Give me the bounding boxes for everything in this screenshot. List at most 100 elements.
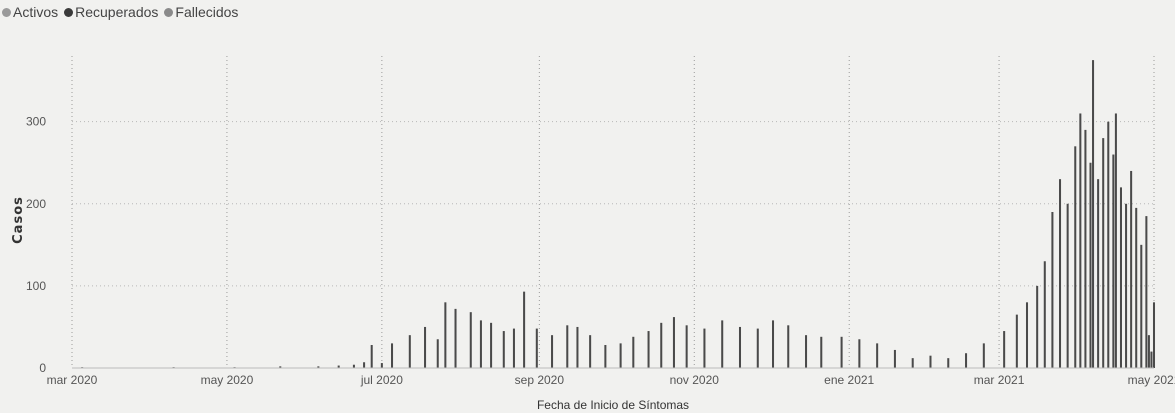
chart-gridlines <box>71 56 1155 368</box>
bar[interactable] <box>1003 331 1006 368</box>
bar[interactable] <box>337 365 340 368</box>
bar[interactable] <box>1107 121 1110 369</box>
bar[interactable] <box>1059 179 1062 368</box>
legend-label-recuperados: Recuperados <box>75 4 159 20</box>
bar[interactable] <box>576 326 579 368</box>
legend-item-fallecidos[interactable]: Fallecidos <box>164 4 238 20</box>
y-axis-title: Casos <box>11 196 26 244</box>
bar[interactable] <box>1025 302 1029 368</box>
bar[interactable] <box>632 336 635 368</box>
bar[interactable] <box>1097 179 1100 368</box>
bar[interactable] <box>1112 154 1115 368</box>
x-tick-label: nov 2020 <box>670 373 720 387</box>
legend-swatch-activos <box>2 7 11 17</box>
bar[interactable] <box>479 320 482 368</box>
bar[interactable] <box>523 291 526 368</box>
bar[interactable] <box>1092 60 1095 369</box>
bar[interactable] <box>1102 138 1105 368</box>
chart-bars <box>81 60 1156 369</box>
bar[interactable] <box>1114 113 1117 368</box>
bar[interactable] <box>469 312 472 368</box>
bar[interactable] <box>370 345 373 368</box>
bar[interactable] <box>840 336 843 368</box>
bar[interactable] <box>805 335 808 368</box>
x-tick-label: may 2020 <box>201 373 254 387</box>
bar[interactable] <box>1051 212 1054 368</box>
bar[interactable] <box>512 328 515 368</box>
bar[interactable] <box>1130 170 1133 368</box>
bar[interactable] <box>380 363 383 368</box>
bar[interactable] <box>820 336 823 368</box>
bar[interactable] <box>982 343 985 368</box>
bar[interactable] <box>965 353 968 368</box>
legend-swatch-recuperados <box>64 7 74 17</box>
bar[interactable] <box>604 345 607 368</box>
x-tick-label: mar 2020 <box>47 373 98 387</box>
bar[interactable] <box>876 343 879 368</box>
y-tick-label: 300 <box>26 115 46 129</box>
bar[interactable] <box>1043 261 1046 368</box>
legend-item-recuperados[interactable]: Recuperados <box>64 4 158 20</box>
bar[interactable] <box>1079 113 1082 368</box>
bar[interactable] <box>1015 314 1018 368</box>
bar[interactable] <box>391 343 394 368</box>
bar[interactable] <box>1074 146 1077 368</box>
bar[interactable] <box>858 339 861 368</box>
bar[interactable] <box>363 362 366 368</box>
bar[interactable] <box>619 343 622 368</box>
bar[interactable] <box>1066 203 1069 368</box>
bar[interactable] <box>444 302 447 368</box>
bar[interactable] <box>1036 285 1039 368</box>
bar[interactable] <box>672 317 675 368</box>
bar[interactable] <box>756 328 759 368</box>
bar[interactable] <box>947 358 950 368</box>
bar[interactable] <box>772 320 775 368</box>
bar[interactable] <box>647 331 650 368</box>
bar[interactable] <box>535 328 538 368</box>
x-axis-title: Fecha de Inicio de Síntomas <box>537 398 689 412</box>
bar[interactable] <box>408 335 411 368</box>
bar[interactable] <box>1135 207 1138 368</box>
bar[interactable] <box>685 325 688 368</box>
bar[interactable] <box>352 364 355 368</box>
bar[interactable] <box>1152 302 1156 368</box>
bar[interactable] <box>589 335 592 368</box>
bar[interactable] <box>490 322 493 368</box>
bar[interactable] <box>1145 216 1148 368</box>
bar[interactable] <box>1119 187 1122 368</box>
bar[interactable] <box>1125 203 1128 368</box>
bar[interactable] <box>317 366 320 368</box>
x-tick-label: mar 2021 <box>974 373 1025 387</box>
bar[interactable] <box>1084 129 1087 368</box>
y-tick-label: 200 <box>26 197 46 211</box>
bar[interactable] <box>436 339 439 368</box>
bar[interactable] <box>721 320 724 368</box>
x-tick-label: may 2021 <box>1128 373 1175 387</box>
bar[interactable] <box>551 335 554 368</box>
x-tick-label: sep 2020 <box>515 373 565 387</box>
bar[interactable] <box>787 325 790 368</box>
bar[interactable] <box>1150 351 1153 368</box>
x-tick-label: jul 2020 <box>360 373 403 387</box>
bar[interactable] <box>502 331 505 368</box>
y-tick-label: 0 <box>39 361 46 375</box>
bar[interactable] <box>279 366 282 368</box>
bar[interactable] <box>929 355 932 368</box>
legend-item-activos[interactable]: Activos <box>2 4 58 20</box>
bar[interactable] <box>1089 162 1092 368</box>
bar[interactable] <box>1147 335 1150 368</box>
bar[interactable] <box>660 322 663 368</box>
bar[interactable] <box>911 358 914 368</box>
bar[interactable] <box>424 326 427 368</box>
bar[interactable] <box>738 326 742 368</box>
bar[interactable] <box>703 328 706 368</box>
x-axis-ticks: mar 2020 may 2020 jul 2020 sep 2020 nov 2020… <box>47 373 1175 387</box>
y-axis-ticks: 0 100 200 300 <box>26 115 46 375</box>
x-tick-label: ene 2021 <box>824 373 874 387</box>
bar[interactable] <box>566 325 569 368</box>
bar[interactable] <box>893 349 896 368</box>
legend-label-fallecidos: Fallecidos <box>175 4 239 20</box>
bar[interactable] <box>454 308 457 368</box>
bar[interactable] <box>1140 244 1143 368</box>
